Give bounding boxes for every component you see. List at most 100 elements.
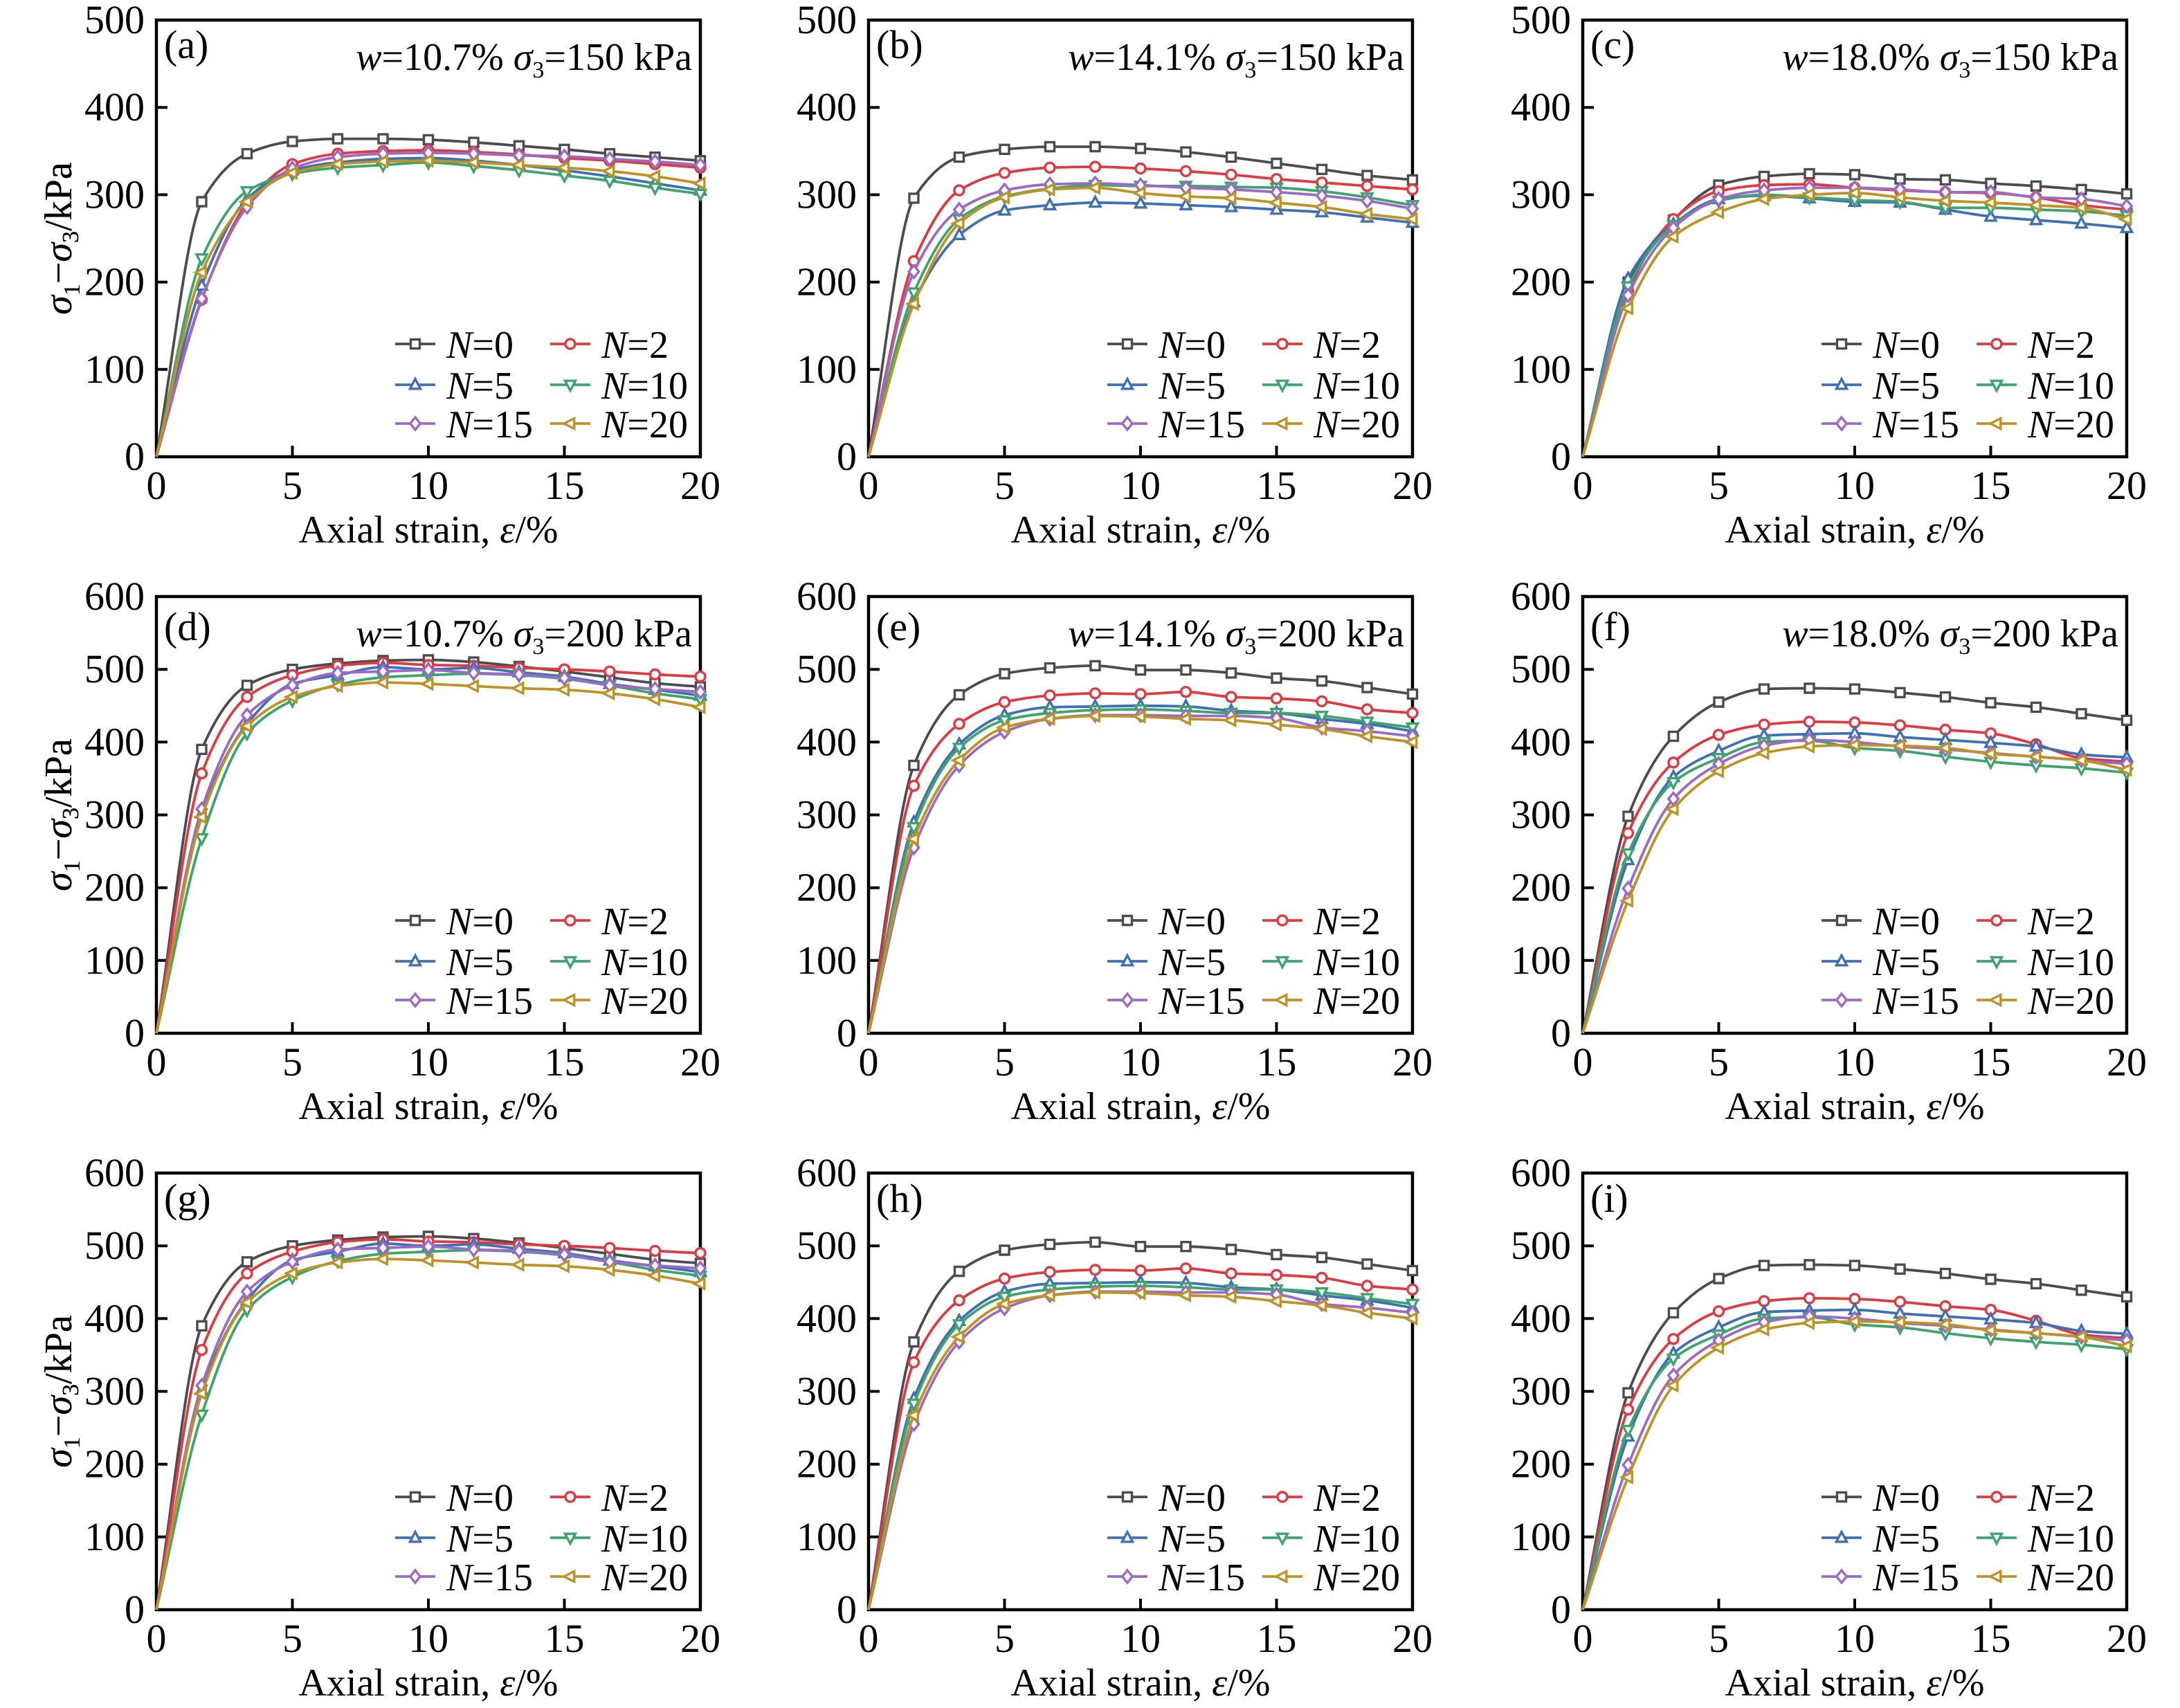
svg-text:100: 100 — [797, 938, 857, 983]
svg-text:N=0: N=0 — [446, 1477, 514, 1520]
svg-text:500: 500 — [84, 0, 145, 42]
svg-text:N=10: N=10 — [2027, 1518, 2114, 1561]
svg-text:σ1−σ3/kPa: σ1−σ3/kPa — [37, 738, 85, 891]
svg-text:w=10.7% σ3=200 kPa: w=10.7% σ3=200 kPa — [356, 612, 692, 660]
svg-text:300: 300 — [797, 172, 857, 217]
svg-text:15: 15 — [545, 463, 585, 508]
svg-text:400: 400 — [1511, 84, 1571, 129]
svg-text:w=18.0% σ3=150 kPa: w=18.0% σ3=150 kPa — [1782, 36, 2118, 83]
svg-text:500: 500 — [1511, 1223, 1571, 1268]
svg-text:400: 400 — [797, 719, 857, 764]
svg-text:0: 0 — [125, 1010, 145, 1055]
svg-text:600: 600 — [84, 574, 145, 619]
svg-text:0: 0 — [1551, 434, 1571, 479]
svg-text:N=20: N=20 — [1313, 980, 1400, 1023]
svg-text:5: 5 — [994, 463, 1015, 508]
svg-text:N=10: N=10 — [601, 941, 688, 984]
svg-text:600: 600 — [1511, 1150, 1571, 1195]
svg-text:N=5: N=5 — [446, 1518, 514, 1561]
svg-text:400: 400 — [84, 1296, 145, 1341]
svg-text:Axial strain, ε/%: Axial strain, ε/% — [1725, 1085, 1984, 1128]
svg-text:N=0: N=0 — [1158, 1477, 1226, 1520]
svg-text:N=2: N=2 — [1313, 1477, 1381, 1520]
svg-text:N=15: N=15 — [446, 1556, 533, 1599]
svg-text:400: 400 — [797, 84, 857, 129]
svg-text:N=20: N=20 — [1313, 1556, 1400, 1599]
svg-text:10: 10 — [408, 1039, 448, 1084]
svg-text:N=15: N=15 — [1872, 403, 1959, 446]
svg-text:N=15: N=15 — [1158, 1556, 1245, 1599]
svg-text:500: 500 — [1511, 646, 1571, 691]
svg-text:20: 20 — [1392, 1616, 1433, 1661]
svg-text:500: 500 — [84, 646, 145, 691]
svg-text:N=10: N=10 — [2027, 365, 2114, 408]
svg-text:10: 10 — [1835, 1039, 1875, 1084]
svg-text:(b): (b) — [876, 22, 923, 67]
svg-text:15: 15 — [1971, 463, 2011, 508]
svg-text:200: 200 — [797, 865, 857, 910]
svg-text:(g): (g) — [164, 1176, 211, 1221]
svg-text:200: 200 — [84, 260, 145, 305]
svg-text:400: 400 — [797, 1296, 857, 1341]
svg-text:100: 100 — [1511, 938, 1571, 983]
svg-text:0: 0 — [147, 1039, 167, 1084]
svg-text:5: 5 — [994, 1039, 1015, 1084]
svg-text:0: 0 — [1573, 1616, 1593, 1661]
svg-text:N=20: N=20 — [2027, 403, 2114, 446]
svg-text:N=2: N=2 — [2027, 324, 2095, 367]
svg-text:N=0: N=0 — [446, 900, 514, 943]
svg-text:5: 5 — [282, 463, 302, 508]
svg-text:0: 0 — [125, 1587, 145, 1632]
svg-text:400: 400 — [1511, 719, 1571, 764]
svg-text:300: 300 — [84, 172, 145, 217]
svg-text:400: 400 — [84, 719, 145, 764]
svg-text:20: 20 — [680, 463, 720, 508]
svg-text:w=14.1% σ3=150 kPa: w=14.1% σ3=150 kPa — [1068, 36, 1404, 83]
svg-text:20: 20 — [2107, 1616, 2147, 1661]
svg-text:10: 10 — [1120, 463, 1161, 508]
svg-text:400: 400 — [84, 84, 145, 129]
svg-text:N=10: N=10 — [1313, 1518, 1400, 1561]
svg-text:20: 20 — [2107, 1039, 2147, 1084]
svg-text:5: 5 — [1709, 1039, 1729, 1084]
svg-text:0: 0 — [837, 1587, 857, 1632]
svg-text:100: 100 — [84, 347, 145, 392]
svg-text:15: 15 — [1257, 463, 1297, 508]
svg-text:15: 15 — [1257, 1039, 1297, 1084]
svg-text:0: 0 — [859, 463, 879, 508]
svg-text:(h): (h) — [876, 1176, 923, 1221]
svg-text:N=5: N=5 — [1872, 941, 1940, 984]
svg-text:20: 20 — [1392, 463, 1433, 508]
svg-text:500: 500 — [84, 1223, 145, 1268]
svg-text:N=15: N=15 — [1158, 980, 1245, 1023]
svg-text:N=0: N=0 — [1872, 1477, 1940, 1520]
svg-text:10: 10 — [1835, 1616, 1875, 1661]
svg-text:Axial strain, ε/%: Axial strain, ε/% — [1010, 1662, 1270, 1705]
svg-text:Axial strain, ε/%: Axial strain, ε/% — [1725, 1662, 1984, 1705]
svg-text:200: 200 — [1511, 865, 1571, 910]
svg-text:200: 200 — [84, 865, 145, 910]
svg-text:200: 200 — [1511, 1442, 1571, 1487]
svg-text:N=0: N=0 — [1158, 900, 1226, 943]
svg-text:10: 10 — [1835, 463, 1875, 508]
svg-text:15: 15 — [1257, 1616, 1297, 1661]
svg-text:100: 100 — [1511, 1514, 1571, 1559]
svg-text:15: 15 — [1971, 1039, 2011, 1084]
svg-text:(c): (c) — [1590, 22, 1635, 67]
svg-text:200: 200 — [84, 1442, 145, 1487]
svg-text:300: 300 — [1511, 1369, 1571, 1414]
svg-text:N=5: N=5 — [446, 941, 514, 984]
svg-text:σ1−σ3/kPa: σ1−σ3/kPa — [37, 738, 85, 891]
svg-text:10: 10 — [408, 463, 448, 508]
svg-text:N=20: N=20 — [2027, 1556, 2114, 1599]
svg-text:N=0: N=0 — [446, 324, 514, 367]
svg-text:N=15: N=15 — [1872, 980, 1959, 1023]
svg-text:10: 10 — [1120, 1039, 1161, 1084]
svg-text:0: 0 — [1573, 1039, 1593, 1084]
svg-text:Axial strain, ε/%: Axial strain, ε/% — [298, 1085, 558, 1128]
svg-text:300: 300 — [84, 1369, 145, 1414]
svg-text:N=20: N=20 — [601, 1556, 688, 1599]
svg-text:N=5: N=5 — [1872, 365, 1940, 408]
svg-text:(f): (f) — [1590, 604, 1631, 649]
svg-text:N=15: N=15 — [446, 980, 533, 1023]
